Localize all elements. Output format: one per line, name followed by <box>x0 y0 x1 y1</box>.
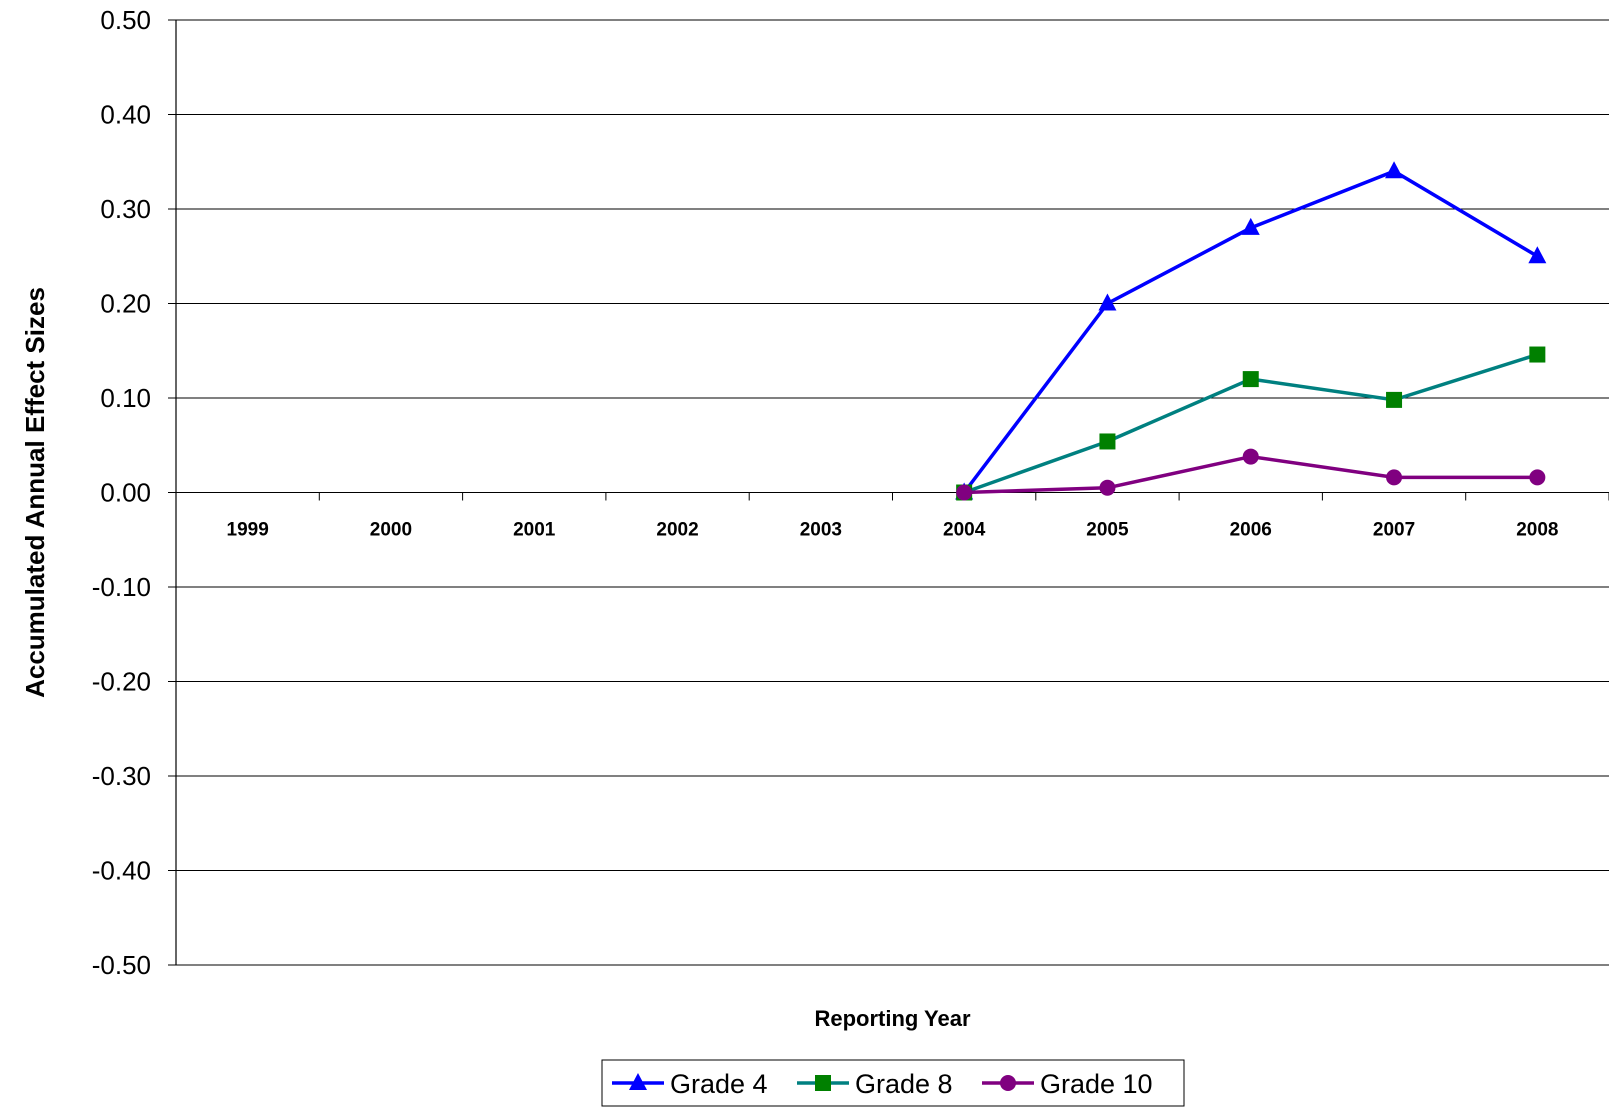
y-tick-label: 0.50 <box>100 5 151 35</box>
data-point <box>1385 161 1404 179</box>
legend-entry-label: Grade 10 <box>1040 1069 1153 1099</box>
x-category-label: 2007 <box>1373 520 1415 541</box>
legend-entry-label: Grade 4 <box>670 1069 768 1099</box>
y-tick-label: 0.20 <box>100 289 151 319</box>
data-point <box>1386 391 1403 408</box>
data-point <box>1529 346 1546 363</box>
x-category-labels: 1999 2000 2001 2002 2003 2004 2005 2006 2007 2008 <box>227 520 1559 541</box>
y-axis-label: Accumulated Annual Effect Sizes <box>20 287 50 698</box>
data-point <box>1242 448 1259 465</box>
series-layer <box>955 161 1547 501</box>
axes <box>168 19 1609 966</box>
x-category-label: 2005 <box>1086 520 1129 541</box>
data-point <box>1529 469 1546 486</box>
x-category-label: 2002 <box>656 520 698 541</box>
y-tick-label: -0.50 <box>92 950 151 980</box>
y-tick-label: 0.10 <box>100 383 151 413</box>
x-category-label: 2001 <box>513 520 556 541</box>
x-category-label: 2000 <box>370 520 412 541</box>
series-grade-10 <box>956 448 1546 501</box>
x-category-label: 2008 <box>1516 520 1558 541</box>
y-tick-label: 0.00 <box>100 478 151 508</box>
legend-box <box>601 1059 1185 1107</box>
legend: Grade 4 Grade 8 Grade 10 <box>601 1059 1185 1107</box>
x-axis-label: Reporting Year <box>814 1006 971 1031</box>
data-point <box>1098 293 1117 311</box>
legend-marker <box>629 1073 647 1090</box>
y-tick-labels: 0.50 0.40 0.30 0.20 0.10 0.00 -0.10 -0.20 -0.30 -… <box>92 5 151 980</box>
y-tick-label: -0.30 <box>92 761 151 791</box>
x-category-label: 2004 <box>943 520 986 541</box>
x-category-label: 1999 <box>227 520 269 541</box>
legend-marker <box>815 1075 831 1091</box>
x-category-label: 2006 <box>1230 520 1272 541</box>
x-category-label: 2003 <box>800 520 842 541</box>
data-point <box>956 484 973 501</box>
y-tick-label: -0.10 <box>92 572 151 602</box>
data-point <box>1241 217 1260 235</box>
y-tick-label: 0.30 <box>100 194 151 224</box>
data-point <box>1099 479 1116 496</box>
y-tick-label: -0.20 <box>92 667 151 697</box>
data-point <box>1242 371 1259 388</box>
legend-marker <box>1000 1075 1016 1091</box>
y-tick-label: -0.40 <box>92 856 151 886</box>
legend-entry-label: Grade 8 <box>855 1069 953 1099</box>
y-tick-label: 0.40 <box>100 100 151 130</box>
data-point <box>1099 433 1116 450</box>
data-point <box>1386 469 1403 486</box>
data-point <box>1528 246 1547 264</box>
